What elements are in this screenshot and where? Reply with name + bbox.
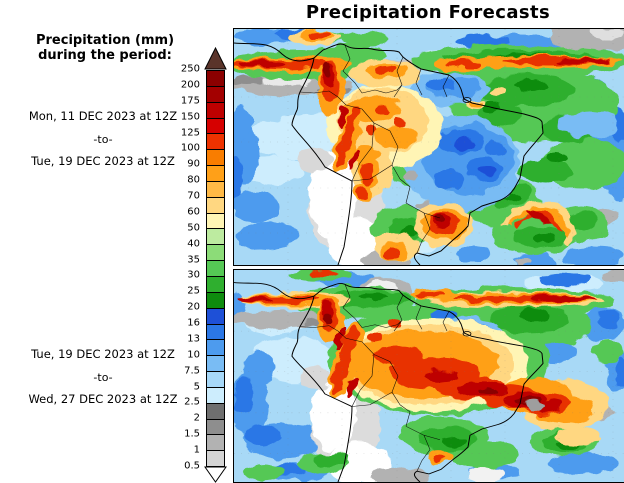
period-top-start: Mon, 11 DEC 2023 at 12Z	[28, 109, 178, 123]
colorbar-tick-label: 13	[187, 333, 200, 345]
colorbar-band	[207, 117, 224, 134]
colorbar-band	[207, 323, 224, 340]
colorbar-tick-label: 150	[180, 111, 200, 123]
page-title: Precipitation Forecasts	[305, 2, 551, 23]
colorbar-band	[207, 434, 224, 451]
colorbar-bands	[206, 70, 225, 467]
colorbar-band	[207, 307, 224, 324]
period-bottom-separator: -to-	[93, 371, 113, 384]
colorbar-band	[207, 101, 224, 118]
legend-heading-line1: Precipitation (mm)	[35, 33, 175, 48]
colorbar-tick-label: 7.5	[184, 365, 200, 377]
colorbar-band	[207, 291, 224, 308]
forecast-map-period-1-graphic	[234, 29, 624, 265]
colorbar-band	[207, 450, 224, 467]
period-top-label: Mon, 11 DEC 2023 at 12Z -to- Tue, 19 DEC…	[0, 110, 206, 168]
legend-heading-line2: during the period:	[38, 48, 172, 63]
colorbar-band	[207, 355, 224, 372]
forecast-map-period-2	[233, 269, 624, 483]
colorbar-tick-label: 20	[187, 301, 200, 313]
precipitation-field-period-2	[234, 270, 624, 482]
colorbar-band	[207, 418, 224, 435]
colorbar-tick-label: 70	[187, 190, 200, 202]
colorbar-tick-label: 2	[193, 412, 200, 424]
colorbar-tick-label: 1.5	[184, 428, 200, 440]
colorbar-tick-label: 1	[193, 444, 200, 456]
colorbar-tick-label: 2.5	[184, 397, 200, 409]
colorbar-tick-label: 90	[187, 158, 200, 170]
colorbar-tick-label: 125	[180, 127, 200, 139]
colorbar-band	[207, 85, 224, 102]
colorbar-tick-label: 25	[187, 285, 200, 297]
precipitation-field-period-1	[234, 29, 624, 265]
colorbar-ticks: 250 200 175 150 125 100 90 80 70 60 50 40 35 30 25 20 16…	[150, 64, 202, 471]
colorbar-band	[207, 386, 224, 403]
forecast-map-period-2-graphic	[234, 270, 624, 482]
colorbar-tick-label: 100	[180, 142, 200, 154]
legend-heading: Precipitation (mm) during the period:	[5, 33, 205, 63]
period-top-end: Tue, 19 DEC 2023 at 12Z	[31, 154, 175, 168]
colorbar-overflow-low-arrow-icon	[204, 466, 227, 483]
colorbar-band	[207, 244, 224, 261]
colorbar-tick-label: 50	[187, 222, 200, 234]
colorbar-band	[207, 133, 224, 150]
colorbar-band	[207, 371, 224, 387]
colorbar-tick-label: 10	[187, 349, 200, 361]
colorbar-band	[207, 180, 224, 197]
colorbar-tick-label: 5	[193, 381, 200, 393]
colorbar-tick-label: 35	[187, 254, 200, 266]
colorbar-tick-label: 250	[180, 63, 200, 75]
colorbar-band	[207, 165, 224, 181]
colorbar-tick-label: 16	[187, 317, 200, 329]
period-bottom-start: Tue, 19 DEC 2023 at 12Z	[31, 347, 175, 361]
colorbar-tick-label: 175	[180, 95, 200, 107]
colorbar-band	[207, 149, 224, 166]
colorbar-tick-label: 200	[180, 79, 200, 91]
colorbar-overflow-high-arrow-icon	[204, 47, 227, 70]
colorbar-band	[207, 339, 224, 356]
colorbar-band	[207, 260, 224, 276]
colorbar-tick-label: 40	[187, 238, 200, 250]
period-top-separator: -to-	[93, 133, 113, 146]
colorbar-tick-label: 80	[187, 174, 200, 186]
colorbar-band	[207, 212, 224, 229]
colorbar-band	[207, 275, 224, 292]
forecast-map-period-1	[233, 28, 624, 266]
colorbar-band	[207, 228, 224, 245]
colorbar-band	[207, 402, 224, 419]
colorbar-tick-label: 60	[187, 206, 200, 218]
period-bottom-end: Wed, 27 DEC 2023 at 12Z	[28, 392, 178, 406]
colorbar-tick-label: 0.5	[184, 460, 200, 472]
period-bottom-label: Tue, 19 DEC 2023 at 12Z -to- Wed, 27 DEC…	[0, 348, 206, 406]
colorbar-band	[207, 71, 224, 86]
colorbar-band	[207, 196, 224, 213]
colorbar-tick-label: 30	[187, 270, 200, 282]
